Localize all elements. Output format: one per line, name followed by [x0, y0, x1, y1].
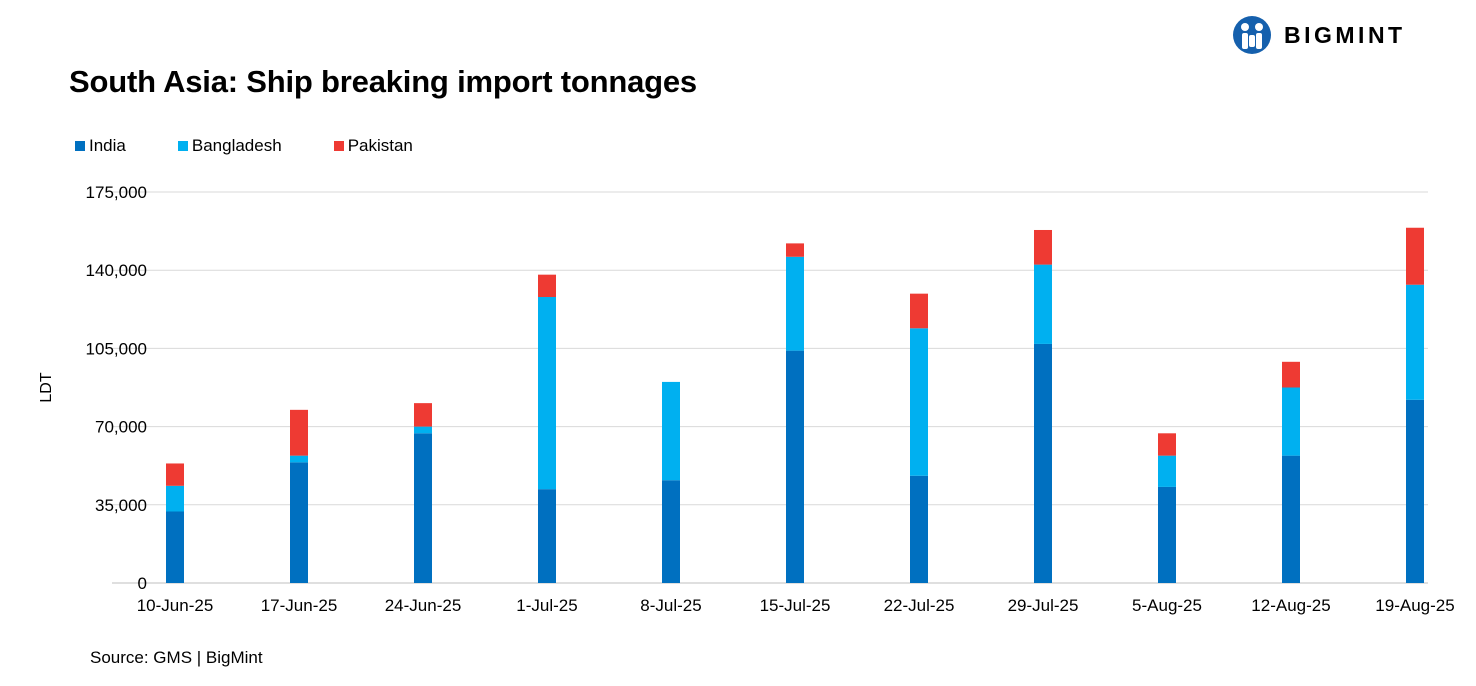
y-tick-label: 70,000 — [95, 418, 147, 437]
x-tick-label: 1-Jul-25 — [516, 596, 577, 615]
bigmint-logo-icon — [1233, 16, 1271, 54]
y-tick-label: 140,000 — [86, 261, 147, 280]
bar-bangladesh — [910, 328, 928, 476]
bar-pakistan — [1282, 361, 1300, 388]
legend-label: Pakistan — [347, 136, 413, 155]
y-axis-title: LDT — [38, 372, 55, 402]
bar-india — [1282, 455, 1300, 583]
x-tick-label: 19-Aug-25 — [1375, 596, 1454, 615]
legend-label: Bangladesh — [191, 136, 282, 155]
legend-swatch — [75, 141, 85, 151]
legend-item-india: India — [75, 136, 126, 156]
legend-swatch — [333, 141, 344, 151]
bar-bangladesh — [166, 485, 184, 512]
bar-india — [662, 480, 680, 583]
x-tick-label: 15-Jul-25 — [760, 596, 831, 615]
y-tick-label: 0 — [138, 574, 147, 593]
x-tick-label: 17-Jun-25 — [261, 596, 338, 615]
bar-bangladesh — [662, 381, 680, 481]
bar-bangladesh — [290, 455, 308, 463]
legend-item-pakistan: Pakistan — [333, 136, 413, 156]
bar-pakistan — [786, 243, 804, 257]
bar-pakistan — [1034, 229, 1052, 265]
x-tick-label: 24-Jun-25 — [385, 596, 462, 615]
brand-logo: BIGMINT — [1232, 15, 1406, 55]
legend-label: India — [89, 136, 126, 155]
brand-name: BIGMINT — [1284, 21, 1406, 48]
x-tick-label: 29-Jul-25 — [1008, 596, 1079, 615]
bar-bangladesh — [414, 426, 432, 434]
bar-india — [1406, 399, 1424, 583]
bar-india — [1158, 486, 1176, 583]
bar-bangladesh — [1034, 264, 1052, 344]
bar-pakistan — [1158, 433, 1176, 456]
bar-pakistan — [166, 463, 184, 486]
bar-india — [290, 462, 308, 583]
x-tick-label: 10-Jun-25 — [137, 596, 214, 615]
bar-bangladesh — [786, 256, 804, 351]
x-tick-label: 5-Aug-25 — [1132, 596, 1202, 615]
x-tick-label: 12-Aug-25 — [1251, 596, 1330, 615]
bar-pakistan — [910, 293, 928, 329]
y-tick-label: 105,000 — [86, 339, 147, 358]
chart-title: South Asia: Ship breaking import tonnage… — [69, 64, 697, 99]
x-tick-label: 8-Jul-25 — [640, 596, 701, 615]
y-tick-label: 175,000 — [86, 183, 147, 202]
bar-pakistan — [414, 403, 432, 427]
y-tick-label: 35,000 — [95, 496, 147, 515]
x-tick-label: 22-Jul-25 — [884, 596, 955, 615]
chart-legend: India Bangladesh Pakistan — [75, 136, 465, 156]
bar-india — [414, 433, 432, 583]
bar-bangladesh — [1282, 387, 1300, 456]
bar-bangladesh — [1158, 455, 1176, 487]
bar-india — [166, 511, 184, 583]
legend-swatch — [177, 141, 188, 151]
bar-pakistan — [290, 409, 308, 456]
bar-pakistan — [1406, 227, 1424, 285]
bar-pakistan — [538, 274, 556, 298]
source-note: Source: GMS | BigMint — [90, 648, 263, 667]
bar-bangladesh — [1406, 284, 1424, 400]
legend-item-bangladesh: Bangladesh — [177, 136, 282, 156]
bar-india — [786, 350, 804, 583]
bar-bangladesh — [538, 297, 556, 490]
bar-india — [538, 489, 556, 583]
bar-india — [910, 475, 928, 583]
bar-india — [1034, 343, 1052, 583]
